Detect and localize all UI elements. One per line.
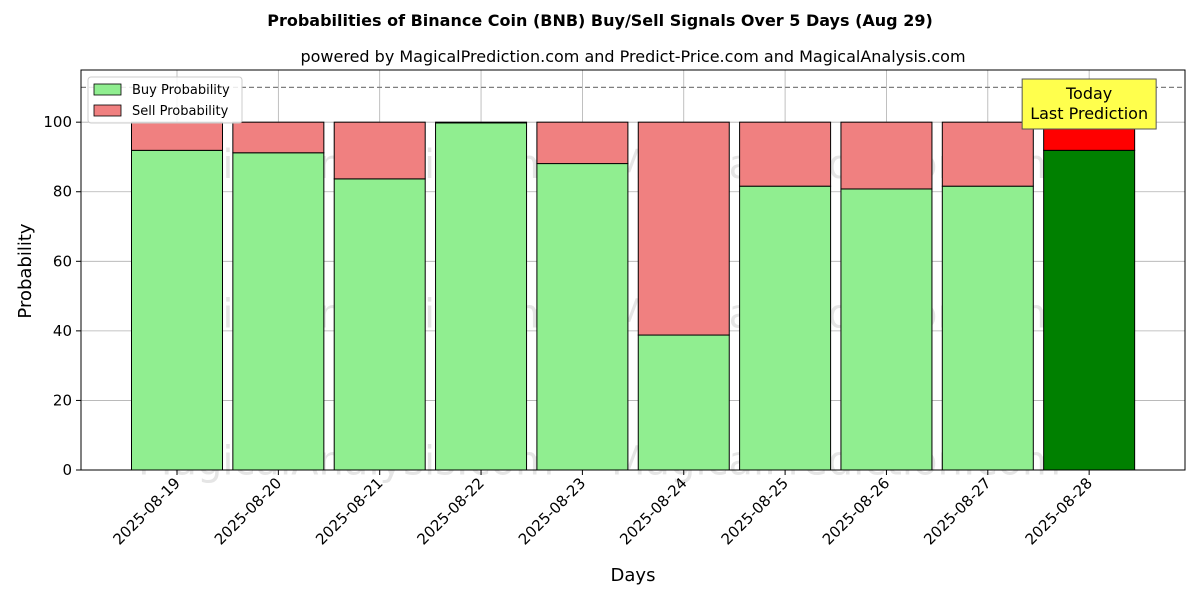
y-tick-label: 20 [53,391,72,409]
buy-bar [739,185,832,471]
buy-bar [435,122,528,471]
chart-subtitle: powered by MagicalPrediction.com and Pre… [300,47,965,66]
annotation-box [1021,78,1157,130]
legend-swatch [93,104,122,117]
x-axis-label: Days [611,565,656,586]
buy-bar [536,163,629,471]
buy-bar [941,185,1034,471]
sell-bar [840,121,933,190]
bars [131,121,1136,471]
legend-entry: Buy Probability [132,83,230,98]
chart-title: Probabilities of Binance Coin (BNB) Buy/… [267,11,933,30]
x-tick-label: 2025-08-21 [312,474,386,548]
x-tick-label: 2025-08-20 [211,474,285,548]
x-tick-label: 2025-08-24 [616,474,690,548]
sell-bar [333,121,426,180]
x-tick-label: 2025-08-28 [1022,474,1096,548]
buy-bar [637,334,730,471]
sell-bar [637,121,730,336]
sell-bar [941,121,1034,187]
annotation-text: Last Prediction [1030,104,1148,123]
buy-bar [840,188,933,471]
sell-bar [435,121,528,124]
x-tick-label: 2025-08-26 [819,474,893,548]
annotation-text: Today [1065,84,1112,103]
plot-frame [80,69,1186,471]
y-tick-label: 60 [53,252,72,270]
legend: Buy Probability Sell Probability [87,76,243,124]
legend-box [87,76,243,124]
legend-swatch [93,83,122,96]
y-tick-label: 40 [53,322,72,340]
buy-bar [333,178,426,471]
sell-bar [536,121,629,165]
y-tick-label: 80 [53,183,72,201]
x-tick-label: 2025-08-25 [718,474,792,548]
x-tick-label: 2025-08-19 [109,474,183,548]
buy-bar [131,149,223,471]
x-tick-label: 2025-08-23 [515,474,589,548]
y-axis-label: Probability [15,223,36,318]
x-tick-label: 2025-08-22 [413,474,487,548]
sell-bar [739,121,832,187]
legend-entry: Sell Probability [132,104,229,119]
sell-bar [131,121,223,151]
y-tick-label: 0 [62,461,72,479]
buy-bar [1043,149,1136,471]
x-tick-label: 2025-08-27 [920,474,994,548]
y-tick-label: 100 [43,113,72,131]
buy-bar [232,152,325,471]
sell-bar [232,121,325,154]
